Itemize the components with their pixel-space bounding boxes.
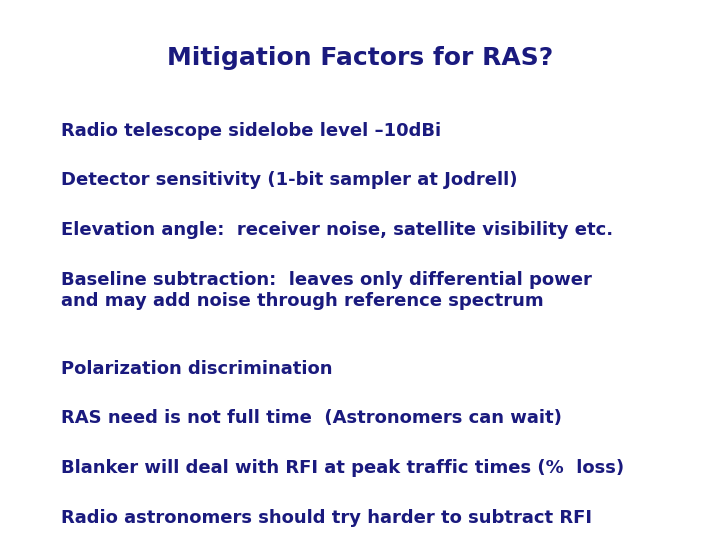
Text: RAS need is not full time  (Astronomers can wait): RAS need is not full time (Astronomers c… (61, 409, 562, 427)
Text: Detector sensitivity (1-bit sampler at Jodrell): Detector sensitivity (1-bit sampler at J… (61, 171, 518, 189)
Text: Elevation angle:  receiver noise, satellite visibility etc.: Elevation angle: receiver noise, satelli… (61, 221, 613, 239)
Text: Polarization discrimination: Polarization discrimination (61, 360, 333, 377)
Text: Radio astronomers should try harder to subtract RFI: Radio astronomers should try harder to s… (61, 509, 593, 526)
Text: Mitigation Factors for RAS?: Mitigation Factors for RAS? (167, 46, 553, 70)
Text: Blanker will deal with RFI at peak traffic times (%  loss): Blanker will deal with RFI at peak traff… (61, 459, 624, 477)
Text: Baseline subtraction:  leaves only differential power
and may add noise through : Baseline subtraction: leaves only differ… (61, 271, 592, 310)
Text: Radio telescope sidelobe level –10dBi: Radio telescope sidelobe level –10dBi (61, 122, 441, 139)
